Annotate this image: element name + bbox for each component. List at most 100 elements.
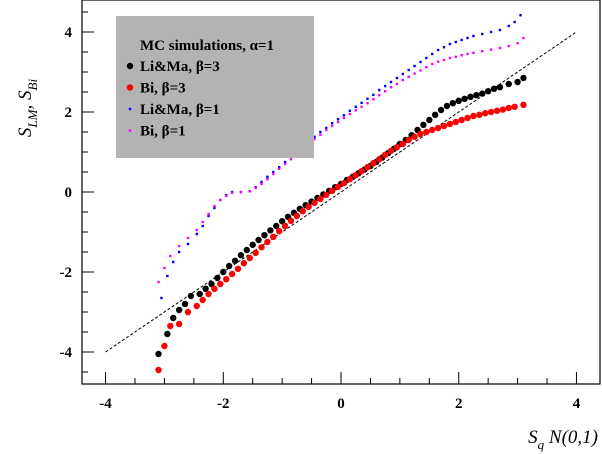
y-axis-title-sub1: LM [25,108,40,128]
data-point [273,222,280,230]
data-point [163,266,166,270]
data-point [507,24,510,28]
data-point [186,236,190,240]
data-point [417,130,424,138]
data-point [413,64,416,68]
x-axis-title: Sq N(0,1) [528,427,598,452]
data-point [354,109,357,112]
x-tick-label: 0 [337,396,345,412]
data-point [325,128,328,132]
data-point [342,116,346,120]
series-2 [160,14,522,300]
data-point [472,34,475,38]
data-point [429,126,436,134]
data-point [220,268,227,276]
legend-box [116,16,314,158]
data-point [405,136,412,144]
data-point [364,164,371,171]
data-point [431,62,434,66]
data-point [258,244,265,251]
legend: MC simulations, α=1 Li&Ma, β=3Bi, β=3Li&… [116,16,314,158]
data-point [466,52,469,56]
data-point [360,101,363,104]
series-1 [155,101,527,374]
x-tick-label: 2 [455,396,463,412]
legend-label: Bi, β=1 [140,124,186,140]
axis-ticks-layer: -4 -2 0 2 4 -4 -2 0 2 4 [60,11,581,412]
data-point [172,260,175,264]
data-point [196,290,203,298]
y-axis-title: SLM, SBi [15,79,40,138]
data-point [370,160,377,167]
data-point [266,175,269,178]
legend-entry: Li&Ma, β=3 [126,59,220,75]
data-point [240,260,248,267]
data-point [514,78,521,86]
data-point [455,97,462,105]
data-point [249,241,256,248]
data-point [454,40,457,44]
data-point [407,75,410,78]
data-point [342,114,346,117]
data-point [383,90,387,93]
data-point [201,224,204,228]
data-point [440,122,448,130]
data-point [381,151,389,158]
data-point [278,218,286,225]
data-point [317,195,324,202]
data-point [393,144,401,151]
data-point [283,160,287,164]
data-point [205,290,212,298]
y-tick-label: 0 [65,185,73,201]
data-point [423,128,430,136]
data-point [228,270,236,278]
data-point [175,306,183,314]
data-point [499,106,507,113]
data-point [299,208,306,215]
data-point [177,250,181,254]
y-tick-label: 4 [65,25,73,41]
data-point [376,156,383,163]
data-point [155,366,162,374]
data-point [378,94,381,97]
data-point [519,14,522,17]
data-point [354,105,357,108]
data-point [272,172,275,176]
data-point [237,252,245,259]
data-point [401,72,405,76]
data-point [348,109,352,112]
data-point [473,92,480,99]
data-point [522,36,525,40]
data-point [452,118,459,126]
data-point [470,112,477,120]
x-axis-title-main: S [528,427,538,448]
data-point [340,180,348,187]
legend-entries: Li&Ma, β=3 Bi, β=3 Li&Ma, β=1 Bi, β=1 [126,59,220,140]
y-tick-label: 2 [65,105,73,121]
data-point [498,28,502,32]
data-point [466,36,469,40]
data-point [511,103,518,111]
data-point [246,254,253,262]
data-point [199,296,206,304]
data-point [434,124,442,132]
data-point [254,186,257,190]
data-point [313,135,316,138]
data-point [213,206,216,210]
data-point [277,167,281,170]
data-point [270,233,277,240]
data-point [161,342,168,350]
data-point [219,198,222,202]
legend-marker [128,129,132,132]
data-point [283,162,287,166]
legend-entry: Bi, β=1 [128,124,186,140]
data-point [401,78,405,82]
data-point [193,302,200,310]
data-point [360,105,363,108]
data-point [472,51,475,54]
data-point [372,98,375,101]
x-axis-title-sub: q [538,437,545,452]
data-point [498,46,502,50]
data-point [348,112,352,116]
